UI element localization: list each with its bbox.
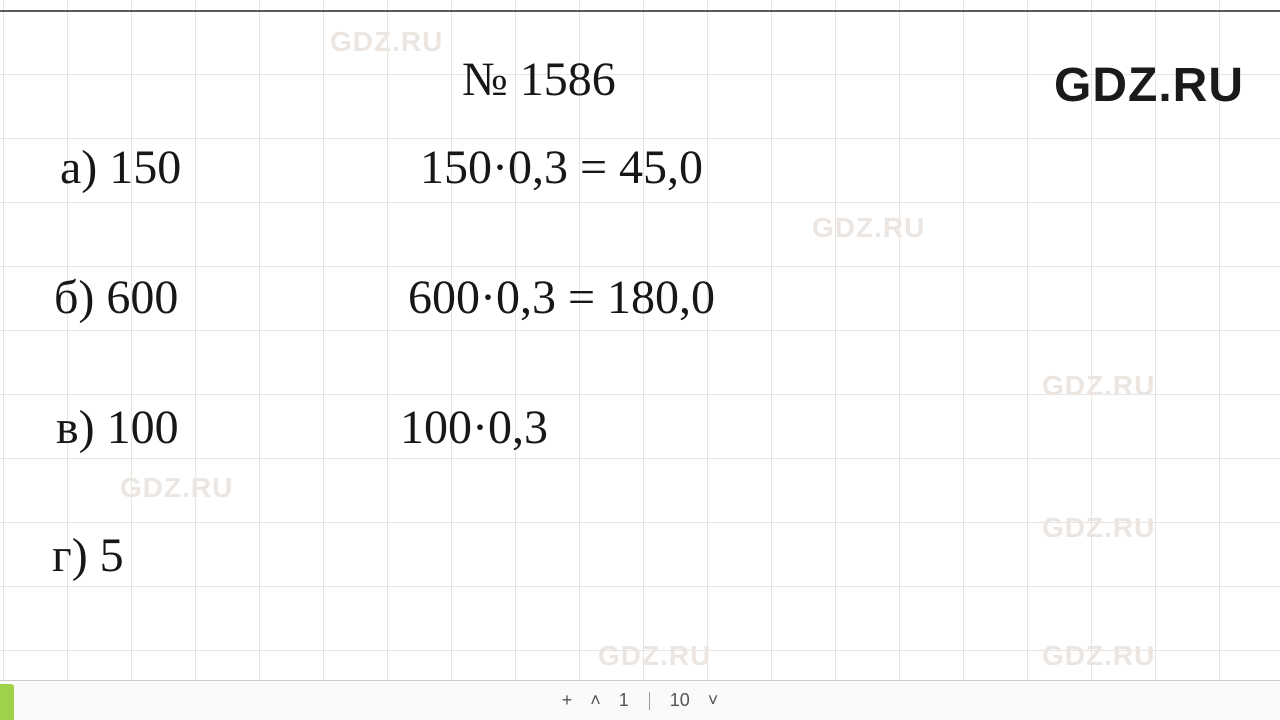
prev-page-button[interactable]: ˄	[590, 690, 601, 711]
watermark: GDZ.RU	[598, 640, 711, 672]
pager-bar: + ˄ 1 10 ˅	[0, 680, 1280, 720]
page-total: 10	[670, 690, 690, 711]
site-logo: GDZ.RU	[1054, 58, 1244, 113]
corner-accent	[0, 684, 14, 720]
problem-number-title: № 1586	[462, 52, 616, 107]
row-g-label: г) 5	[52, 528, 124, 583]
watermark: GDZ.RU	[812, 212, 925, 244]
next-page-button[interactable]: ˅	[708, 690, 719, 711]
row-b-label: б) 600	[54, 270, 178, 325]
row-a-work: 150·0,3 = 45,0	[420, 140, 703, 195]
watermark: GDZ.RU	[1042, 640, 1155, 672]
zoom-in-button[interactable]: +	[562, 690, 573, 711]
row-v-work: 100·0,3	[400, 400, 548, 455]
page-separator	[649, 692, 650, 710]
top-rule	[0, 10, 1280, 12]
row-b-work: 600·0,3 = 180,0	[408, 270, 715, 325]
row-v-label: в) 100	[56, 400, 179, 455]
watermark: GDZ.RU	[330, 26, 443, 58]
page-current: 1	[619, 690, 629, 711]
row-a-label: а) 150	[60, 140, 181, 195]
watermark: GDZ.RU	[1042, 370, 1155, 402]
watermark: GDZ.RU	[1042, 512, 1155, 544]
watermark: GDZ.RU	[120, 472, 233, 504]
